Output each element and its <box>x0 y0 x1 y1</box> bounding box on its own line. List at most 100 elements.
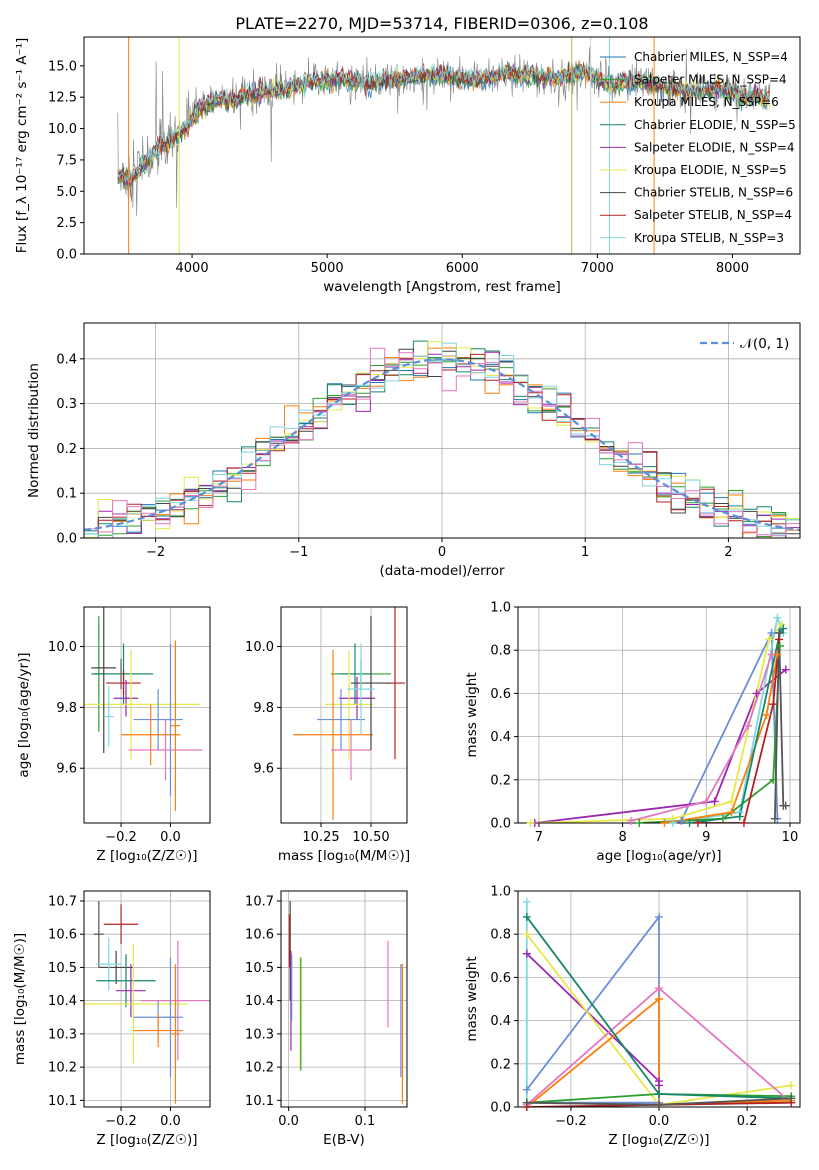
x-axis-label: Z [log₁₀(Z/Z☉)] <box>96 1132 197 1148</box>
normal-reference-curve <box>84 358 800 532</box>
weight-marker <box>752 689 761 698</box>
y-tick-label: 5.0 <box>56 185 77 200</box>
weight-marker <box>727 808 736 817</box>
chart-title: PLATE=2270, MJD=53714, FIBERID=0306, z=0… <box>235 14 648 33</box>
y-tick-label: 10.0 <box>245 640 274 655</box>
weight-marker <box>668 819 677 827</box>
y-tick-label: 10.0 <box>48 122 77 137</box>
x-tick-label: 2 <box>724 545 732 560</box>
model-spectrum-line <box>117 62 770 185</box>
age_vs_mass-panel: 10.25 10.50 9.6 9.8 10.0 mass [log₁₀(M/M☉)] <box>245 606 410 864</box>
x-tick-label: −0.2 <box>555 1114 587 1129</box>
weight-marker <box>773 613 782 622</box>
y-tick-label: 0.2 <box>56 442 77 457</box>
legend-entry: Chabrier ELODIE, N_SSP=5 <box>634 118 796 132</box>
x-axis-label: (data-model)/error <box>379 563 505 579</box>
weight-marker <box>693 819 702 827</box>
weight-marker <box>775 628 784 637</box>
axes-frame <box>83 606 211 824</box>
x-axis-label: age [log₁₀(age/yr)] <box>596 848 721 864</box>
y-tick-label: 10.4 <box>245 994 274 1009</box>
y-tick-label: 0.2 <box>490 773 511 788</box>
axes-frame <box>83 890 211 1108</box>
y-tick-label: 0.6 <box>490 687 511 702</box>
residual-histogram <box>84 347 800 537</box>
legend-entry: Kroupa STELIB, N_SSP=3 <box>634 231 784 245</box>
y-tick-label: 0.2 <box>490 1057 511 1072</box>
y-tick-label: 1.0 <box>490 601 511 616</box>
x-tick-label: 0 <box>438 545 446 560</box>
weight-marker <box>522 949 531 958</box>
x-tick-label: 7000 <box>581 261 614 276</box>
y-tick-label: 10.4 <box>48 994 77 1009</box>
weight-marker <box>765 635 774 644</box>
legend-entry: Salpeter STELIB, N_SSP=4 <box>634 208 792 222</box>
weight-marker <box>777 620 786 629</box>
y-tick-label: 7.5 <box>56 153 77 168</box>
weight-marker <box>522 930 531 939</box>
y-tick-label: 0.4 <box>490 1014 511 1029</box>
weight-marker <box>762 711 771 719</box>
x-tick-label: −2 <box>146 545 165 560</box>
weight-marker <box>735 812 744 821</box>
y-tick-label: 10.7 <box>48 894 77 909</box>
weight-line <box>526 997 792 1107</box>
weight-marker <box>655 912 663 921</box>
legend-entry: Kroupa ELODIE, N_SSP=5 <box>634 163 787 177</box>
y-axis-label: Normed distribution <box>26 363 42 498</box>
weight-marker <box>655 1100 663 1109</box>
x-axis-label: mass [log₁₀(M/M☉)] <box>278 848 410 864</box>
y-tick-label: 10.3 <box>48 1027 77 1042</box>
x-tick-label: 0.0 <box>278 1114 299 1129</box>
x-tick-label: 0.0 <box>160 1114 181 1129</box>
y-tick-label: 9.6 <box>253 762 274 777</box>
axes-frame <box>83 36 801 255</box>
mass_vs_Z-plot-area <box>84 900 210 1104</box>
mass_vs_ebv-plot-area <box>288 900 404 1104</box>
y-tick-label: 0.0 <box>490 1101 511 1116</box>
weight-marker <box>522 897 531 906</box>
weight-marker <box>769 775 778 784</box>
y-tick-label: 10.3 <box>245 1027 274 1042</box>
weight-marker <box>710 797 719 806</box>
axes-frame <box>280 606 408 824</box>
y-tick-label: 0.0 <box>490 817 511 832</box>
y-tick-label: 0.4 <box>490 730 511 745</box>
x-tick-label: 10 <box>782 830 799 845</box>
age_vs_Z-plot-area <box>84 607 203 811</box>
x-axis-label: Z [log₁₀(Z/Z☉)] <box>96 848 197 864</box>
weight-marker <box>655 995 663 1003</box>
weight-marker <box>727 797 736 806</box>
x-tick-label: −0.2 <box>105 830 137 845</box>
x-tick-label: 8000 <box>716 261 749 276</box>
weight-marker <box>787 1081 796 1090</box>
weight-marker <box>626 816 635 825</box>
weight-marker <box>775 641 784 650</box>
y-tick-label: 9.6 <box>56 762 77 777</box>
y-tick-label: 10.2 <box>48 1061 77 1076</box>
mass_vs_Z-panel: −0.2 0.0 10.1 10.2 10.3 10.4 10.5 10.6 10.7 Z [lo… <box>12 890 211 1148</box>
x-tick-label: 9 <box>702 830 710 845</box>
weights_vs_age-panel: 7 8 9 10 0.0 0.2 0.4 0.6 0.8 1.0 age [log₁₀(age/yr… <box>464 601 801 864</box>
y-tick-label: 10.1 <box>48 1094 77 1109</box>
weight-line <box>664 654 779 823</box>
y-tick-label: 10.6 <box>48 928 77 943</box>
y-tick-label: 0.4 <box>56 352 77 367</box>
weights_vs_Z-panel: −0.2 0.0 0.2 0.0 0.2 0.4 0.6 0.8 1.0 Z [log₁₀(Z/Z… <box>464 885 801 1148</box>
y-tick-label: 0.6 <box>490 971 511 986</box>
y-tick-label: 0.8 <box>490 644 511 659</box>
y-tick-label: 0.3 <box>56 397 77 412</box>
weight-marker <box>744 721 753 730</box>
y-tick-label: 2.5 <box>56 216 77 231</box>
y-tick-label: 0.0 <box>56 248 77 263</box>
weight-line <box>697 639 780 823</box>
y-tick-label: 0.1 <box>56 487 77 502</box>
weights_vs_age-plot-area <box>530 614 787 823</box>
weight-marker <box>685 819 694 827</box>
x-tick-label: 7 <box>535 830 543 845</box>
x-axis-label: Z [log₁₀(Z/Z☉)] <box>608 1132 709 1148</box>
weight-marker <box>767 628 776 637</box>
legend: Chabrier MILES, N_SSP=4 Salpeter MILES, N… <box>600 50 796 245</box>
weight-marker <box>781 665 790 674</box>
